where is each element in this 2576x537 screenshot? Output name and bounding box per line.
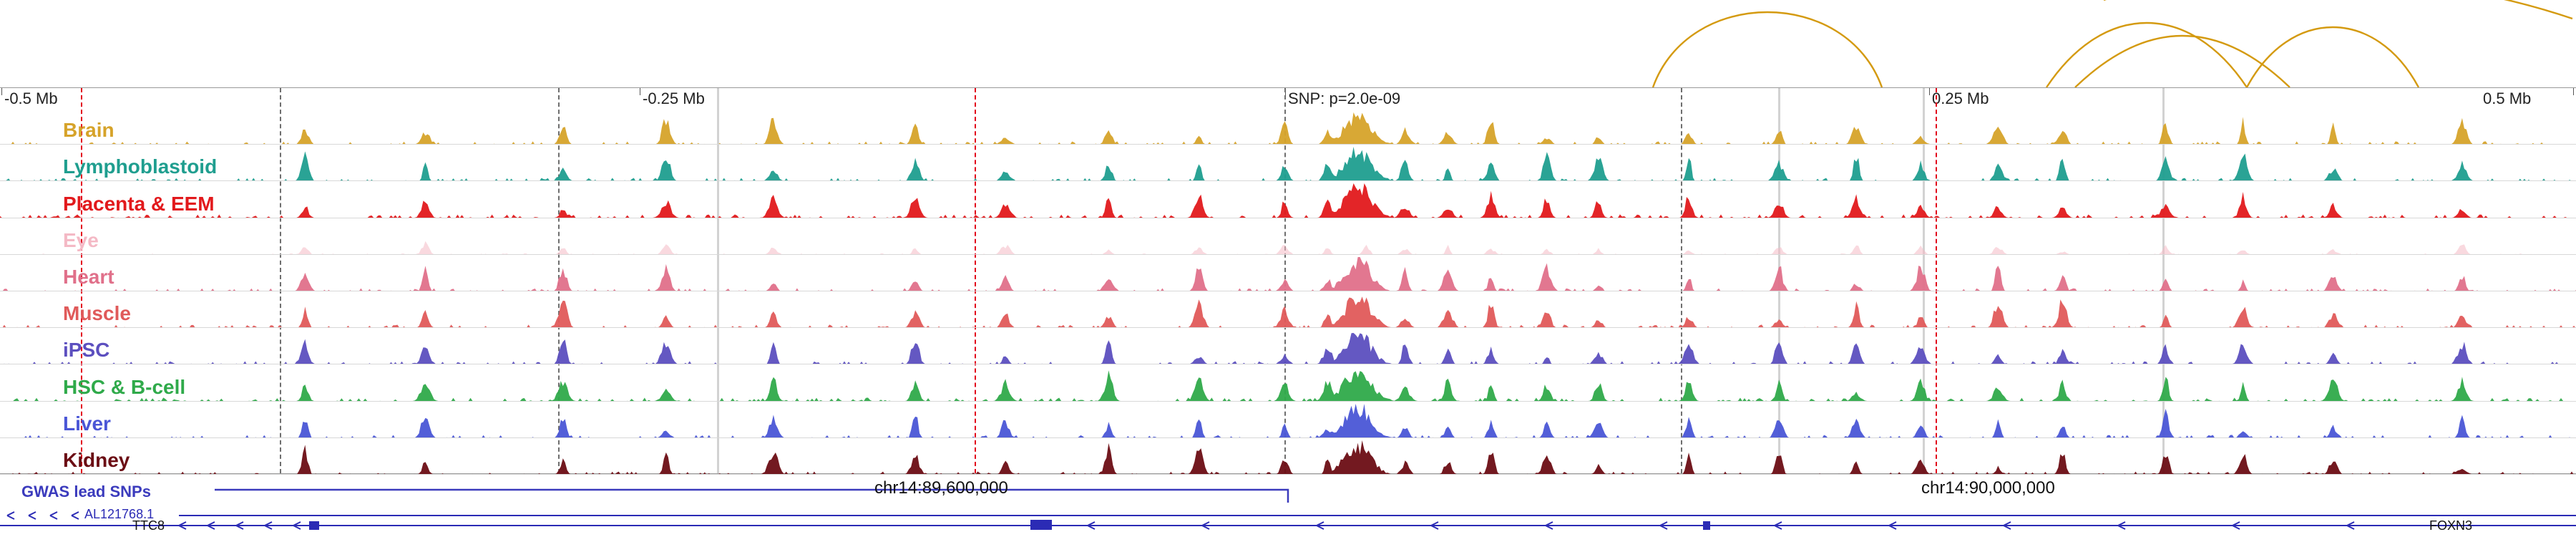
- tissue-label: Placenta & EEM: [63, 192, 215, 215]
- arc-2: [2046, 22, 2248, 88]
- tissue-row-lymphoblastoid[interactable]: Lymphoblastoid: [0, 145, 2576, 182]
- tissue-row-hsc-b-cell[interactable]: HSC & B-cell: [0, 364, 2576, 402]
- gwas-lead-snps-label: GWAS lead SNPs: [21, 483, 151, 500]
- axis-tick-3: [1929, 88, 1930, 95]
- tissue-label: Heart: [63, 265, 114, 288]
- signal-track: [0, 256, 2576, 291]
- tissue-label: Lymphoblastoid: [63, 155, 218, 178]
- gene-exon-ttc8: [309, 521, 319, 530]
- row-divider: [0, 473, 2576, 475]
- signal-track: [0, 403, 2576, 438]
- row-divider: [0, 144, 2576, 145]
- coordinate-label-1: chr14:89,600,000: [874, 478, 1008, 498]
- gwas-connector: [215, 488, 1289, 503]
- arc-3: [2074, 34, 2290, 88]
- signal-area: [0, 112, 2576, 145]
- marker-red-3: [1936, 88, 1937, 473]
- tissue-row-brain[interactable]: Brain: [0, 108, 2576, 145]
- marker-dashed-4: [1681, 88, 1682, 473]
- marker-red-2: [975, 88, 976, 473]
- arcs-svg: [1652, 0, 2573, 88]
- signal-track: [0, 147, 2576, 182]
- tissue-label: Kidney: [63, 448, 130, 471]
- axis-tick-label-1: -0.25 Mb: [643, 90, 705, 107]
- tissue-label: Brain: [63, 119, 114, 142]
- signal-area: [0, 241, 2576, 255]
- row-divider: [0, 253, 2576, 255]
- axis-tick-label-3: 0.25 Mb: [1932, 90, 1989, 107]
- marker-red-1: [81, 88, 82, 473]
- tissue-label: Muscle: [63, 302, 131, 325]
- annotation-tracks: chr14:89,600,000 chr14:90,000,000 GWAS l…: [0, 474, 2576, 537]
- tracks-panel: -0.5 Mb -0.25 Mb SNP: p=2.0e-09 0.25 Mb …: [0, 87, 2576, 475]
- signal-track: [0, 112, 2576, 145]
- tissue-row-ipsc[interactable]: iPSC: [0, 328, 2576, 365]
- axis-tick-label-4: 0.5 Mb: [2483, 90, 2532, 107]
- tissue-row-liver[interactable]: Liver: [0, 402, 2576, 438]
- tissue-row-placenta-eem[interactable]: Placenta & EEM: [0, 181, 2576, 218]
- signal-area: [0, 370, 2576, 402]
- gene-exon-foxn3-b: [1703, 521, 1710, 530]
- signal-area: [0, 256, 2576, 291]
- axis-tick-label-2: SNP: p=2.0e-09: [1288, 90, 1401, 107]
- tissue-label: HSC & B-cell: [63, 375, 186, 398]
- annotation-svg: [0, 488, 2576, 530]
- tissue-label: Eye: [63, 228, 99, 251]
- signal-area: [0, 183, 2576, 218]
- tissue-row-muscle[interactable]: Muscle: [0, 291, 2576, 329]
- signal-track: [0, 183, 2576, 218]
- gene-label-al121768[interactable]: AL121768.1: [84, 507, 155, 521]
- signal-area: [0, 403, 2576, 438]
- signal-track: [0, 370, 2576, 402]
- tissue-label: iPSC: [63, 339, 110, 362]
- row-divider: [0, 437, 2576, 438]
- axis-row: -0.5 Mb -0.25 Mb SNP: p=2.0e-09 0.25 Mb …: [0, 88, 2576, 108]
- marker-grey-band-1: [717, 88, 719, 473]
- marker-dashed-1: [280, 88, 281, 473]
- tissue-row-kidney[interactable]: Kidney: [0, 438, 2576, 475]
- coordinate-label-2: chr14:90,000,000: [1921, 478, 2055, 498]
- tissue-row-heart[interactable]: Heart: [0, 255, 2576, 291]
- tissue-row-eye[interactable]: Eye: [0, 218, 2576, 255]
- marker-grey-band-4: [2162, 88, 2165, 473]
- arc-4: [2245, 26, 2420, 88]
- arc-5: [2104, 0, 2573, 20]
- interaction-arcs-track: [0, 0, 2576, 88]
- tissue-label: Liver: [63, 412, 111, 435]
- tissue-rows: Brain Lymphoblastoid Placenta & EEM Eye Hear…: [0, 108, 2576, 475]
- signal-area: [0, 333, 2576, 365]
- signal-track: [0, 296, 2576, 329]
- gene-label-foxn3[interactable]: FOXN3: [2429, 518, 2473, 533]
- axis-tick-4: [2573, 88, 2574, 95]
- row-divider: [0, 400, 2576, 402]
- signal-track: [0, 440, 2576, 475]
- signal-area: [0, 147, 2576, 182]
- signal-track: [0, 333, 2576, 365]
- row-divider: [0, 327, 2576, 329]
- arc-1: [1652, 11, 1883, 88]
- axis-tick-0: [1, 88, 2, 95]
- signal-area: [0, 440, 2576, 475]
- signal-area: [0, 296, 2576, 329]
- gene-exon-foxn3-a: [1030, 520, 1052, 530]
- axis-tick-label-0: -0.5 Mb: [4, 90, 58, 107]
- signal-track: [0, 241, 2576, 255]
- gene-label-ttc8[interactable]: TTC8: [132, 518, 165, 533]
- row-divider: [0, 180, 2576, 182]
